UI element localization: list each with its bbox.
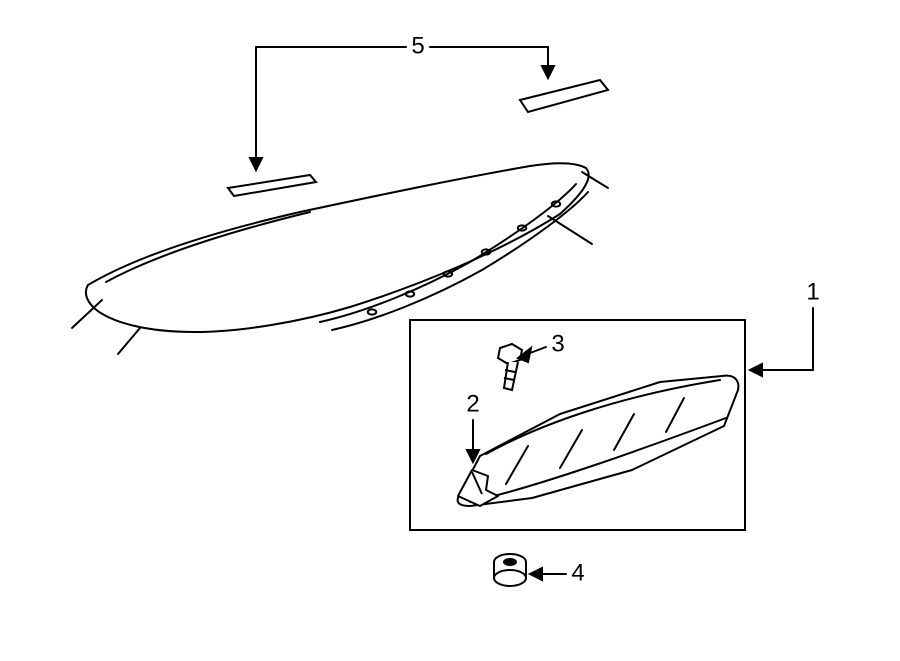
callout-label-2: 2 — [466, 390, 479, 417]
callout-label-5: 5 — [411, 32, 424, 59]
grommet-nut — [494, 554, 526, 586]
roof-rail — [458, 376, 739, 506]
roof-panel — [72, 163, 608, 354]
molding-left — [228, 175, 316, 196]
callout-label-4: 4 — [571, 559, 584, 586]
callout-leaders — [250, 47, 813, 580]
bolt — [498, 344, 522, 390]
callout-label-1: 1 — [806, 278, 819, 305]
molding-right — [520, 80, 608, 112]
callout-label-3: 3 — [551, 330, 564, 357]
parts-diagram: 5 1 2 3 4 — [0, 0, 900, 661]
